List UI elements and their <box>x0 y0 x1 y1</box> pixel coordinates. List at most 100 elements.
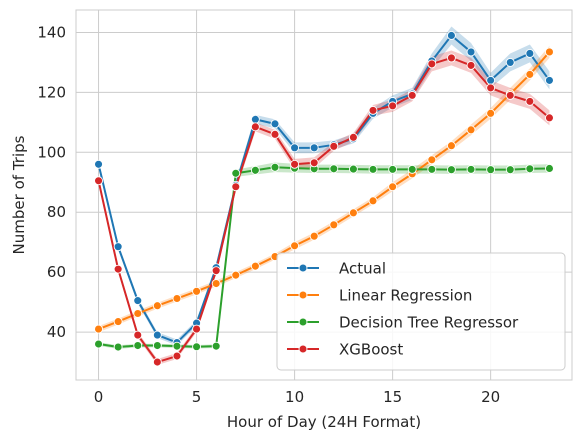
actual-point <box>309 143 319 153</box>
decision-tree-regressor-point <box>172 341 182 351</box>
actual-point <box>250 114 260 124</box>
decision-tree-regressor-point <box>486 165 496 175</box>
decision-tree-regressor-point <box>466 164 476 174</box>
xgboost-point <box>133 330 143 340</box>
decision-tree-regressor-point <box>368 164 378 174</box>
series-markers <box>94 31 554 367</box>
xgboost-point <box>152 357 162 367</box>
xgboost-point <box>211 266 221 276</box>
actual-point <box>525 48 535 58</box>
actual-point <box>113 242 123 252</box>
legend-label-actual: Actual <box>339 260 386 278</box>
actual-point <box>486 75 496 85</box>
actual-point <box>505 57 515 67</box>
y-tick-label: 40 <box>47 323 66 341</box>
decision-tree-regressor-point <box>94 339 103 349</box>
xgboost-point <box>329 141 339 151</box>
legend-marker-decision-tree-regressor <box>298 317 308 327</box>
x-tick-label: 20 <box>481 388 500 406</box>
linear-regression-point <box>231 270 241 280</box>
xgboost-point <box>250 122 260 132</box>
xgboost-point <box>505 90 515 100</box>
xgboost-point <box>466 60 476 70</box>
actual-point <box>466 47 476 57</box>
legend-marker-actual <box>298 263 308 273</box>
linear-regression-point <box>94 324 103 334</box>
linear-regression-point <box>348 208 358 218</box>
x-tick-label: 5 <box>192 388 202 406</box>
actual-point <box>545 75 554 85</box>
decision-tree-regressor-point <box>211 341 221 351</box>
actual-point <box>270 119 280 129</box>
y-tick-label: 60 <box>47 263 66 281</box>
decision-tree-regressor-point <box>525 164 535 174</box>
xgboost-point <box>270 129 280 139</box>
linear-regression-point <box>368 196 378 206</box>
linear-regression-point <box>446 141 456 151</box>
xgboost-point <box>192 324 202 334</box>
decision-tree-regressor-point <box>152 341 162 350</box>
actual-point <box>94 159 103 169</box>
linear-regression-point <box>211 279 221 288</box>
linear-regression-point <box>152 301 162 311</box>
linear-regression-point <box>329 220 339 230</box>
linear-regression-point <box>486 108 496 118</box>
xgboost-point <box>545 113 554 123</box>
xgboost-point <box>231 182 241 192</box>
linear-regression-point <box>172 294 182 303</box>
decision-tree-regressor-point <box>545 164 554 173</box>
decision-tree-regressor-point <box>505 165 515 175</box>
xgboost-point <box>525 96 535 106</box>
xgboost-point <box>486 83 496 93</box>
x-tick-labels: 0 5 10 15 20 <box>94 388 500 406</box>
legend-marker-xgboost <box>298 344 308 354</box>
decision-tree-regressor-point <box>113 342 123 352</box>
decision-tree-regressor-point <box>250 165 260 175</box>
x-tick-label: 0 <box>94 388 104 406</box>
legend: Actual Linear Regression Decision Tree Reg… <box>276 252 566 371</box>
linear-regression-point <box>113 317 123 327</box>
y-tick-label: 120 <box>37 83 66 101</box>
x-tick-label: 15 <box>383 388 402 406</box>
xgboost-point <box>407 90 417 100</box>
linear-regression-point <box>525 69 535 79</box>
decision-tree-regressor-point <box>270 162 280 172</box>
xgboost-point <box>113 264 123 274</box>
xgboost-point <box>94 176 103 186</box>
decision-tree-regressor-point <box>446 165 456 175</box>
xgboost-point <box>348 132 358 142</box>
actual-point <box>152 330 162 340</box>
actual-point <box>133 296 143 306</box>
linear-regression-point <box>309 231 319 241</box>
decision-tree-regressor-point <box>192 342 202 352</box>
linear-regression-point <box>388 182 398 192</box>
y-tick-labels: 40 60 80 100 120 140 <box>37 23 66 341</box>
actual-confidence-band <box>98 26 550 346</box>
linear-regression-point <box>290 241 300 251</box>
linear-regression-point <box>250 261 260 271</box>
linear-regression-point <box>466 125 476 135</box>
legend-label-linear-regression: Linear Regression <box>339 287 472 305</box>
y-tick-label: 80 <box>47 203 66 221</box>
y-axis-label: Number of Trips <box>10 135 28 254</box>
xgboost-point <box>172 351 182 361</box>
decision-tree-regressor-point <box>329 164 339 174</box>
legend-label-xgboost: XGBoost <box>339 341 403 359</box>
x-axis-label: Hour of Day (24H Format) <box>227 413 421 431</box>
linear-regression-point <box>545 47 554 57</box>
linear-regression-point <box>133 309 143 318</box>
xgboost-point <box>427 59 437 69</box>
xgboost-point <box>388 101 398 111</box>
decision-tree-regressor-point <box>407 164 417 174</box>
xgboost-point <box>446 53 456 63</box>
xgboost-point <box>368 105 378 115</box>
legend-label-decision-tree-regressor: Decision Tree Regressor <box>339 314 519 332</box>
decision-tree-regressor-point <box>427 164 437 174</box>
xgboost-point <box>290 159 300 169</box>
y-tick-label: 100 <box>37 143 66 161</box>
decision-tree-regressor-point <box>133 341 143 350</box>
y-tick-label: 140 <box>37 23 66 41</box>
legend-marker-linear-regression <box>298 290 308 300</box>
linear-regression-point <box>427 155 437 165</box>
xgboost-point <box>309 158 319 168</box>
